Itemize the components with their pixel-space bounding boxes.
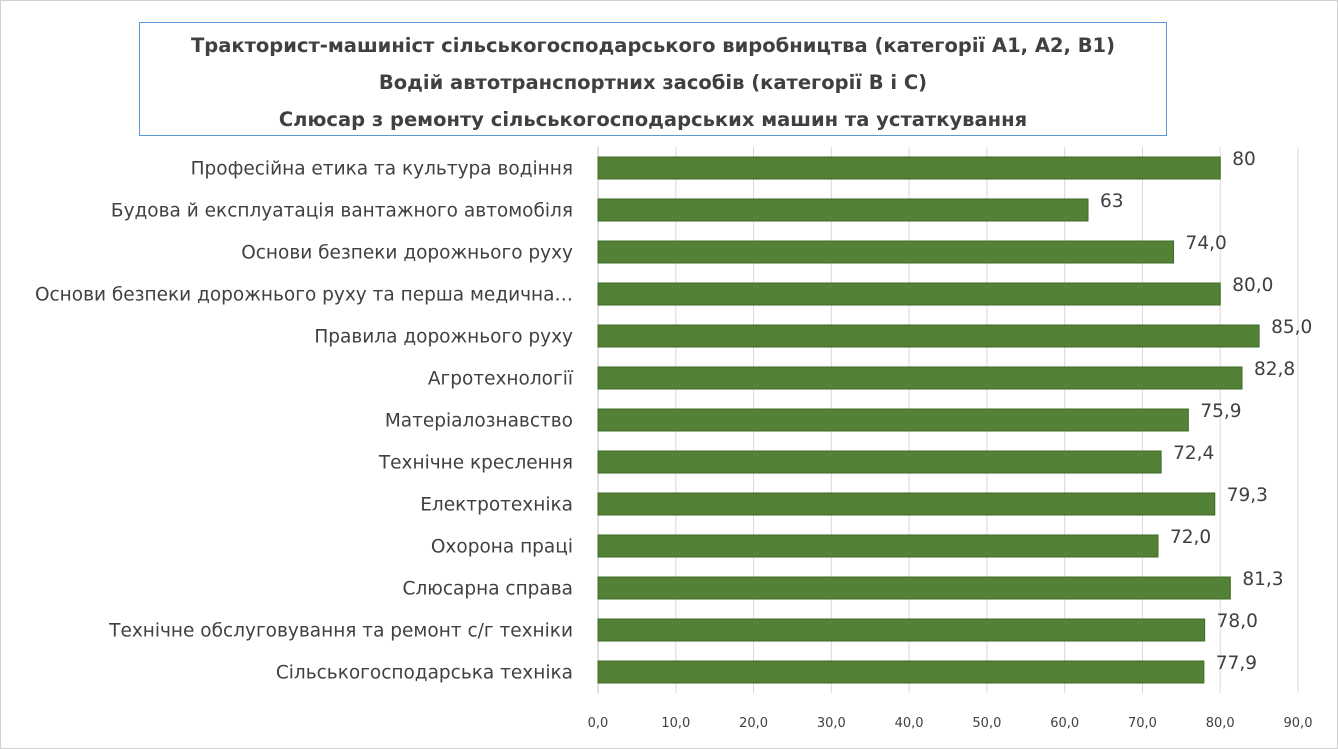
category-label: Правила дорожнього руху: [314, 327, 573, 348]
category-label: Основи безпеки дорожнього руху: [241, 243, 573, 264]
bar: [597, 534, 1159, 558]
data-label: 81,3: [1242, 569, 1283, 590]
x-tick-label: 80,0: [1206, 716, 1235, 731]
x-tick-label: 40,0: [895, 716, 924, 731]
x-tick-label: 70,0: [1128, 716, 1157, 731]
category-label: Слюсарна справа: [403, 579, 573, 600]
data-label: 77,9: [1216, 653, 1257, 674]
chart-title-box: Тракторист-машиніст сільськогосподарсько…: [139, 22, 1167, 136]
data-label: 75,9: [1200, 401, 1241, 422]
category-label: Сільськогосподарська техніка: [276, 663, 573, 684]
x-tick-label: 50,0: [972, 716, 1001, 731]
bar: [597, 450, 1162, 474]
bar: [597, 660, 1205, 684]
data-label: 80,0: [1232, 275, 1273, 296]
data-label: 74,0: [1186, 233, 1227, 254]
category-label: Матеріалознавство: [385, 411, 573, 432]
bar: [597, 282, 1221, 306]
category-label: Агротехнології: [428, 369, 574, 390]
category-label: Електротехніка: [420, 495, 573, 516]
data-label: 79,3: [1227, 485, 1268, 506]
bar: [597, 324, 1260, 348]
bar: [597, 156, 1221, 180]
category-label: Будова й експлуатація вантажного автомоб…: [111, 201, 573, 222]
category-label: Охорона праці: [431, 537, 573, 558]
category-label: Професійна етика та культура водіння: [191, 159, 573, 180]
x-tick-label: 90,0: [1284, 716, 1313, 731]
chart-title-line-3: Слюсар з ремонту сільськогосподарських м…: [278, 108, 1028, 131]
bar: [597, 408, 1189, 432]
bar: [597, 240, 1175, 264]
x-tick-label: 20,0: [739, 716, 768, 731]
x-tick-label: 0,0: [588, 716, 609, 731]
category-label: Технічне обслуговування та ремонт с/г те…: [108, 621, 573, 642]
x-tick-label: 10,0: [661, 716, 690, 731]
data-label: 72,0: [1170, 527, 1211, 548]
chart-title-line-1: Тракторист-машиніст сільськогосподарсько…: [190, 34, 1116, 57]
x-tick-label: 60,0: [1050, 716, 1079, 731]
bar: [597, 366, 1243, 390]
data-label: 82,8: [1254, 359, 1295, 380]
bar: [597, 492, 1216, 516]
data-label: 80: [1232, 149, 1256, 170]
bar: [597, 618, 1206, 642]
x-tick-label: 30,0: [817, 716, 846, 731]
category-label: Технічне креслення: [378, 453, 573, 474]
bar: [597, 576, 1231, 600]
data-label: 63: [1100, 191, 1124, 212]
data-label: 85,0: [1271, 317, 1312, 338]
bar: [597, 198, 1089, 222]
data-label: 72,4: [1173, 443, 1214, 464]
category-label: Основи безпеки дорожнього руху та перша …: [35, 285, 573, 306]
chart-title-line-2: Водій автотранспортних засобів (категорі…: [378, 71, 928, 94]
data-label: 78,0: [1217, 611, 1258, 632]
